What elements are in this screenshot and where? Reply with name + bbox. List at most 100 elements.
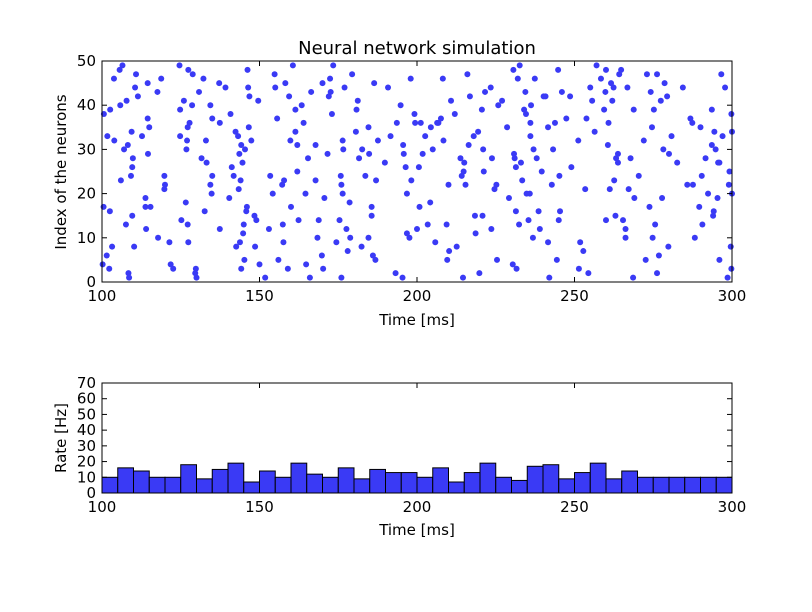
spike-point [495, 102, 502, 109]
spike-point [585, 270, 592, 277]
spike-point [708, 106, 715, 113]
hist-y-tick-label: 30 [77, 437, 96, 455]
spike-point [338, 274, 345, 281]
spike-point [320, 265, 327, 272]
raster-x-ticks: 100 150 200 250 300 [88, 61, 746, 305]
spike-point [353, 106, 360, 113]
spike-point [274, 115, 281, 122]
spike-point [356, 155, 363, 162]
spike-point [635, 172, 642, 179]
spike-point [144, 115, 151, 122]
spike-point [111, 137, 118, 144]
spike-point [464, 71, 471, 78]
spike-point [362, 172, 369, 179]
spike-point [533, 155, 540, 162]
spike-point [381, 159, 388, 166]
spike-point [542, 93, 549, 100]
spike-point [176, 62, 183, 69]
spike-point [525, 217, 532, 224]
spike-point [472, 230, 479, 237]
spike-point [315, 217, 322, 224]
spike-point [240, 221, 247, 228]
spike-point [359, 146, 366, 153]
spike-point [343, 225, 350, 232]
spike-point [660, 146, 667, 153]
spike-point [427, 199, 434, 206]
spike-point [246, 93, 253, 100]
rate-bar [243, 481, 260, 494]
spike-point [216, 80, 223, 87]
spike-point [327, 75, 334, 82]
spike-point [292, 128, 299, 135]
spike-point [216, 225, 223, 232]
rate-bar [148, 476, 166, 494]
spike-point [185, 239, 192, 246]
spike-point [627, 155, 634, 162]
spike-point [272, 84, 279, 91]
raster-y-tick-label: 20 [77, 185, 96, 203]
spike-point [716, 159, 723, 166]
spike-point [475, 128, 482, 135]
spike-point [577, 239, 584, 246]
spike-point [170, 265, 177, 272]
spike-point [444, 256, 451, 263]
rate-bar [668, 476, 686, 494]
spike-point [567, 93, 574, 100]
spike-point [158, 75, 165, 82]
spike-point [631, 195, 638, 202]
spike-point [406, 234, 413, 241]
spike-point [530, 146, 537, 153]
raster-x-tick-label: 250 [560, 287, 589, 305]
spike-point [563, 115, 570, 122]
spike-point [403, 190, 410, 197]
spike-point [522, 111, 529, 118]
rate-bar [416, 476, 434, 494]
rate-bar [211, 468, 229, 494]
spike-point [538, 168, 545, 175]
hist-y-tick-label: 0 [86, 484, 96, 502]
spike-point [134, 93, 141, 100]
spike-point [655, 252, 662, 259]
spike-point [691, 234, 698, 241]
spike-point [696, 203, 703, 210]
spike-point [235, 186, 242, 193]
spike-point [121, 146, 128, 153]
spike-point [365, 234, 372, 241]
spike-point [233, 243, 240, 250]
spike-point [719, 133, 726, 140]
spike-point [400, 141, 407, 148]
spike-point [652, 221, 659, 228]
spike-point [504, 124, 511, 131]
spike-point [333, 239, 340, 246]
spike-point [568, 164, 575, 171]
spike-point [476, 270, 483, 277]
spike-point [689, 119, 696, 126]
spike-point [630, 274, 637, 281]
rate-bar [353, 478, 371, 494]
raster-y-tick-label: 30 [77, 140, 96, 158]
spike-point [238, 265, 245, 272]
raster-x-tick-label: 200 [403, 287, 432, 305]
rate-bar [180, 464, 197, 494]
spike-point [281, 177, 288, 184]
spike-point [240, 230, 247, 237]
rate-bar [306, 473, 323, 494]
spike-point [358, 243, 365, 250]
spike-point [603, 217, 609, 224]
spike-point [185, 66, 192, 73]
spike-point [241, 256, 248, 263]
spike-point [340, 146, 347, 153]
raster-y-tick-label: 10 [77, 229, 96, 247]
spike-point [666, 150, 672, 157]
spike-point [726, 168, 733, 175]
rate-bar [227, 462, 245, 494]
spike-point [209, 115, 216, 122]
rate-bar [621, 470, 638, 494]
spike-point [710, 208, 717, 215]
spike-point [177, 106, 184, 113]
spike-point [372, 256, 379, 263]
spike-point [392, 270, 399, 277]
spike-point [459, 274, 466, 281]
spike-point [129, 164, 136, 171]
